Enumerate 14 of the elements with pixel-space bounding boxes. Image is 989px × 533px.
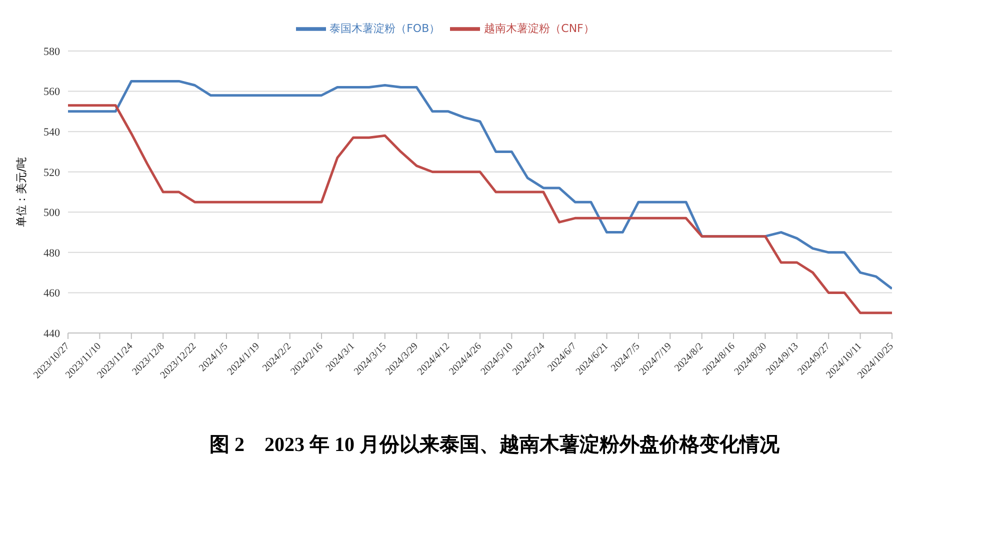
y-tick-label: 460 (44, 288, 60, 300)
y-tick-label: 580 (44, 46, 60, 58)
y-axis-title: 单位：美元/吨 (14, 157, 28, 227)
y-tick-label: 480 (44, 247, 60, 260)
y-tick-label: 500 (44, 207, 60, 220)
line-series (68, 80, 892, 290)
y-tick-label: 440 (44, 328, 60, 340)
legend-label: 泰国木薯淀粉（FOB） (330, 22, 440, 36)
y-tick-label: 560 (44, 86, 60, 98)
y-tick-label: 540 (44, 126, 60, 138)
y-tick-label: 520 (44, 166, 60, 179)
text: 图 2 2023 年 10 月份以来泰国、越南木薯淀粉外盘价格变化情况 (208, 432, 780, 458)
legend-label: 越南木薯淀粉（CNF） (484, 22, 594, 36)
line-series (68, 104, 892, 314)
